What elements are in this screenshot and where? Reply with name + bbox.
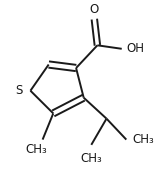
Text: CH₃: CH₃ [80,152,102,165]
Text: CH₃: CH₃ [26,143,47,156]
Text: CH₃: CH₃ [132,133,154,146]
Text: S: S [15,84,23,97]
Text: O: O [90,3,99,16]
Text: OH: OH [126,42,144,55]
